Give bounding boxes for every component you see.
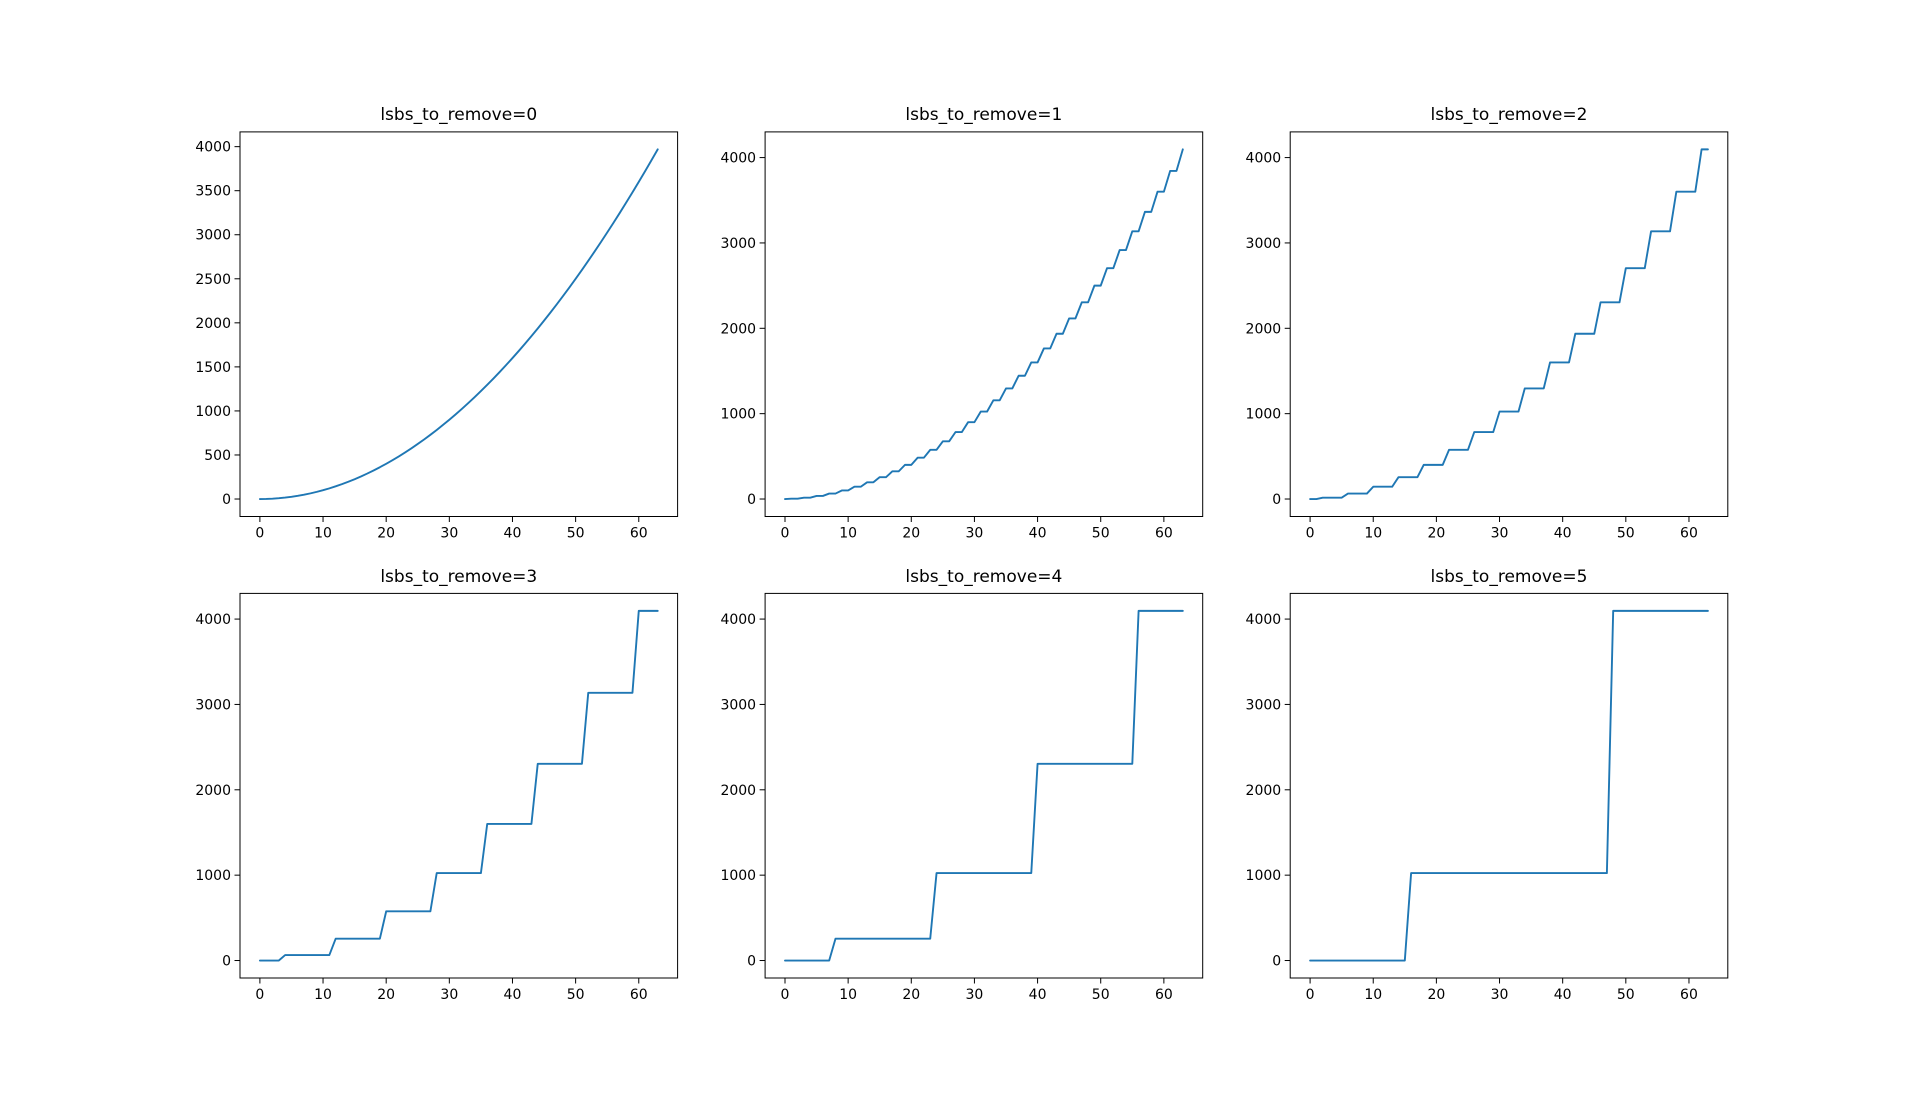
x-tick-label: 40	[504, 526, 522, 542]
y-tick-label: 1000	[1246, 407, 1282, 423]
x-tick-label: 30	[440, 526, 458, 542]
y-tick-label: 500	[204, 448, 231, 464]
axes-frame	[764, 131, 1204, 517]
data-line	[1309, 148, 1709, 500]
x-tick-label: 0	[255, 987, 264, 1003]
y-tick-label: 3000	[1246, 236, 1282, 252]
x-tick-label: 0	[781, 526, 790, 542]
x-tick-label: 50	[1092, 987, 1110, 1003]
x-tick-label: 10	[314, 987, 332, 1003]
y-tick-label: 2000	[195, 316, 231, 332]
x-tick-label: 0	[1306, 526, 1315, 542]
y-tick-label: 2500	[195, 272, 231, 288]
x-tick-label: 60	[1155, 526, 1173, 542]
y-tick-label: 0	[747, 954, 756, 970]
x-tick-label: 30	[966, 526, 984, 542]
x-tick-label: 10	[1364, 987, 1382, 1003]
x-tick-label: 30	[1491, 987, 1509, 1003]
x-tick-label: 60	[630, 987, 648, 1003]
x-tick-label: 30	[1491, 526, 1509, 542]
x-tick-label: 20	[377, 526, 395, 542]
y-tick-label: 4000	[1246, 151, 1282, 167]
x-tick-label: 10	[839, 526, 857, 542]
y-tick-label: 2000	[1246, 783, 1282, 799]
x-tick-label: 30	[440, 987, 458, 1003]
y-tick-label: 1000	[195, 868, 231, 884]
x-tick-label: 50	[1617, 526, 1635, 542]
subplot-title-4: lsbs_to_remove=4	[905, 566, 1063, 587]
y-tick-label: 4000	[720, 151, 756, 167]
x-tick-label: 20	[902, 526, 920, 542]
x-tick-label: 40	[1554, 987, 1572, 1003]
y-tick-label: 2000	[720, 321, 756, 337]
x-tick-label: 10	[1364, 526, 1382, 542]
x-tick-label: 20	[1427, 526, 1445, 542]
x-tick-label: 10	[839, 987, 857, 1003]
axes-frame	[1289, 592, 1729, 979]
y-tick-label: 4000	[1246, 612, 1282, 628]
y-tick-label: 3000	[195, 228, 231, 244]
y-tick-label: 0	[222, 954, 231, 970]
subplot-title-3: lsbs_to_remove=3	[380, 566, 538, 587]
y-tick-label: 2000	[720, 783, 756, 799]
subplot-title-0: lsbs_to_remove=0	[380, 105, 538, 125]
data-line	[1309, 609, 1709, 962]
axes-frame	[1289, 131, 1729, 517]
axes-frame	[764, 592, 1204, 979]
y-tick-label: 4000	[195, 612, 231, 628]
x-tick-label: 30	[966, 987, 984, 1003]
axes-frame	[239, 131, 679, 517]
y-tick-label: 3000	[195, 697, 231, 713]
subplot-title-5: lsbs_to_remove=5	[1430, 566, 1588, 587]
x-tick-label: 60	[1680, 987, 1698, 1003]
x-tick-label: 60	[1155, 987, 1173, 1003]
x-tick-label: 20	[377, 987, 395, 1003]
x-tick-label: 20	[1427, 987, 1445, 1003]
x-tick-label: 40	[504, 987, 522, 1003]
x-tick-label: 40	[1029, 526, 1047, 542]
x-tick-label: 40	[1029, 987, 1047, 1003]
y-tick-label: 1000	[720, 868, 756, 884]
y-tick-label: 3000	[720, 236, 756, 252]
x-tick-label: 50	[567, 526, 585, 542]
y-tick-label: 4000	[720, 612, 756, 628]
x-tick-label: 40	[1554, 526, 1572, 542]
axes-frame	[239, 592, 679, 979]
x-tick-label: 0	[255, 526, 264, 542]
y-tick-label: 0	[747, 492, 756, 508]
y-tick-label: 3000	[1246, 697, 1282, 713]
x-tick-label: 20	[902, 987, 920, 1003]
subplot-title-2: lsbs_to_remove=2	[1430, 105, 1588, 125]
subplot-title-1: lsbs_to_remove=1	[905, 105, 1063, 125]
data-line	[258, 148, 659, 500]
x-tick-label: 10	[314, 526, 332, 542]
y-tick-label: 0	[222, 492, 231, 508]
data-line	[784, 148, 1184, 500]
x-tick-label: 0	[1306, 987, 1315, 1003]
x-tick-label: 0	[781, 987, 790, 1003]
y-tick-label: 1500	[195, 360, 231, 376]
y-tick-label: 2000	[1246, 321, 1282, 337]
y-tick-label: 0	[1272, 954, 1281, 970]
y-tick-label: 1000	[195, 404, 231, 420]
x-tick-label: 50	[1617, 987, 1635, 1003]
y-tick-label: 1000	[1246, 868, 1282, 884]
x-tick-label: 60	[1680, 526, 1698, 542]
y-tick-label: 1000	[720, 407, 756, 423]
x-tick-label: 60	[630, 526, 648, 542]
y-tick-label: 4000	[195, 140, 231, 156]
y-tick-label: 3500	[195, 184, 231, 200]
y-tick-label: 2000	[195, 783, 231, 799]
data-line	[784, 609, 1184, 962]
x-tick-label: 50	[567, 987, 585, 1003]
y-tick-label: 0	[1272, 492, 1281, 508]
data-line	[258, 609, 659, 962]
y-tick-label: 3000	[720, 697, 756, 713]
x-tick-label: 50	[1092, 526, 1110, 542]
